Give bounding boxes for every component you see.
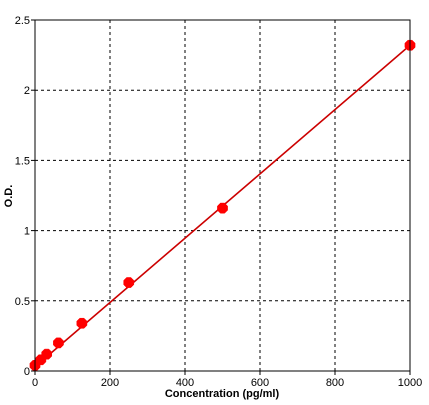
y-tick-label: 1.5 xyxy=(15,155,30,167)
x-tick-label: 600 xyxy=(251,377,269,389)
x-tick-label: 1000 xyxy=(398,377,422,389)
data-point xyxy=(53,337,64,349)
y-tick-label: 2.5 xyxy=(15,15,30,27)
data-point xyxy=(76,317,88,329)
x-tick-label: 800 xyxy=(326,377,344,389)
x-tick-labels: 0 200 400 600 800 1000 xyxy=(32,371,422,389)
x-tick-label: 200 xyxy=(101,377,119,389)
y-tick-labels: 0 0.5 1 1.5 2 2.5 xyxy=(15,15,35,378)
y-tick-label: 1 xyxy=(24,226,30,238)
data-point xyxy=(217,202,228,214)
data-point xyxy=(41,348,53,360)
x-tick-label: 0 xyxy=(32,377,38,389)
x-axis-title: Concentration (pg/ml) xyxy=(165,388,280,400)
y-axis-title: O.D. xyxy=(3,185,15,208)
x-tick-label: 400 xyxy=(176,377,194,389)
plot-frame xyxy=(34,19,411,372)
grid-lines xyxy=(35,20,410,371)
data-points-layer xyxy=(29,39,416,371)
y-tick-label: 2 xyxy=(24,85,30,97)
data-point xyxy=(123,277,135,288)
y-tick-label: 0 xyxy=(24,366,30,378)
y-tick-label: 0.5 xyxy=(15,296,30,308)
